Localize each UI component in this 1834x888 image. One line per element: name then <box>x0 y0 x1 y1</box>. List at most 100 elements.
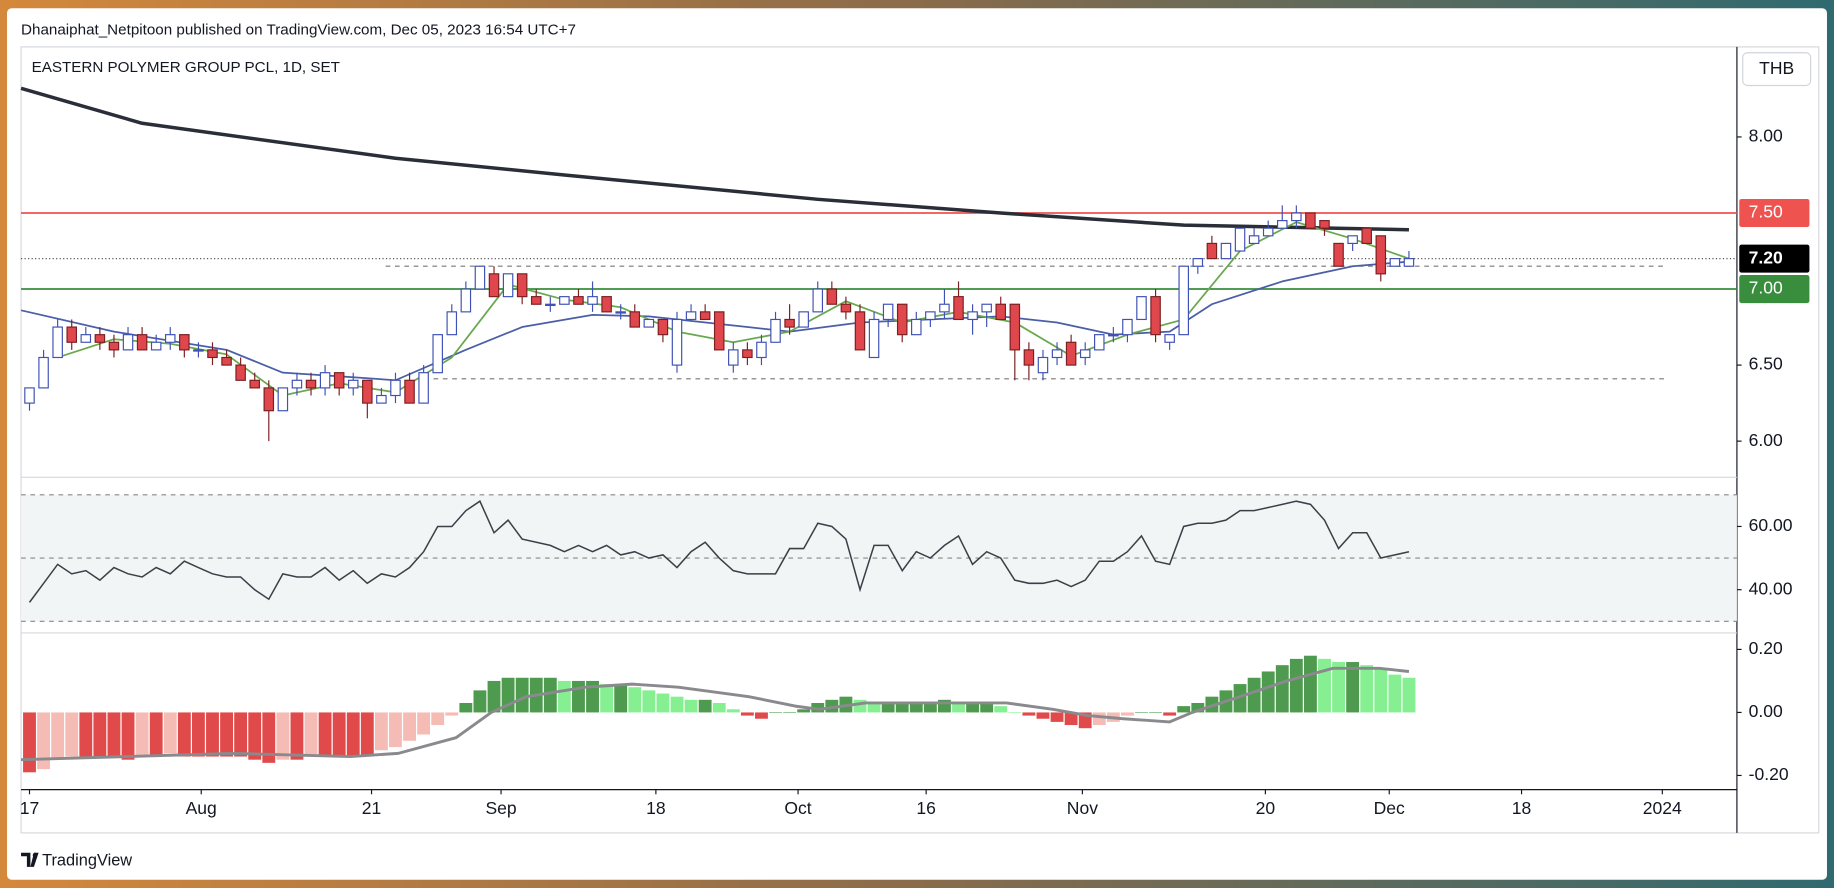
histogram-bar <box>712 702 726 713</box>
histogram-bar <box>79 712 93 757</box>
currency-label: THB <box>1759 58 1794 78</box>
candle-body <box>1389 258 1401 267</box>
histogram-bar <box>318 712 332 757</box>
x-tick-label: 17 <box>20 798 40 818</box>
candle-body <box>1248 235 1260 244</box>
candle-body <box>1375 235 1387 275</box>
candle-body <box>404 379 415 404</box>
histogram-bar <box>121 712 135 760</box>
x-tick-label: 16 <box>916 798 936 818</box>
candle-body <box>319 372 331 389</box>
histogram-bar <box>374 712 388 751</box>
histogram-bar <box>135 712 149 757</box>
y-tick-label: -0.20 <box>1749 764 1789 784</box>
histogram-bar <box>769 712 782 714</box>
candle-body <box>80 334 92 343</box>
y-tick-label: 0.20 <box>1749 638 1783 658</box>
histogram-bar <box>642 690 656 713</box>
candle-body <box>995 303 1007 321</box>
candle-body <box>418 372 429 404</box>
histogram-bar <box>431 712 445 726</box>
candle-body <box>1206 242 1218 260</box>
candle-body <box>713 311 725 351</box>
candle-body <box>1051 349 1063 359</box>
histogram-bar <box>670 696 684 713</box>
histogram-bar <box>248 712 262 760</box>
histogram-bar <box>1360 665 1374 713</box>
rsi-line <box>28 500 1410 603</box>
histogram-bar <box>586 680 599 713</box>
candle-body <box>122 334 134 351</box>
histogram-bar <box>163 712 177 754</box>
histogram-bar <box>994 706 1008 713</box>
candle-body <box>1079 349 1091 359</box>
histogram-bar <box>1092 712 1106 726</box>
candle-body <box>108 341 120 351</box>
histogram-bar <box>417 712 431 735</box>
level-price-label: 7.50 <box>1749 202 1783 222</box>
x-tick-label: 18 <box>1512 798 1532 818</box>
candle-body <box>193 349 204 352</box>
histogram-bar <box>698 699 712 713</box>
candle-body <box>1178 265 1189 336</box>
histogram-bar <box>1275 665 1289 713</box>
last-price-label: 7.20 <box>1749 247 1783 267</box>
candle-body <box>390 379 401 397</box>
candle-body <box>1319 220 1330 229</box>
candle-body <box>1108 334 1119 337</box>
histogram-bar <box>1374 668 1388 713</box>
candle-body <box>573 296 584 305</box>
histogram-bar <box>23 712 36 773</box>
candle-body <box>516 273 528 298</box>
brand-logo <box>21 852 39 867</box>
histogram-bar <box>65 712 79 757</box>
histogram-bar <box>1177 706 1191 713</box>
candle-body <box>94 334 106 343</box>
currency-button[interactable] <box>1742 52 1812 87</box>
histogram-bar <box>276 712 290 760</box>
histogram-bar <box>515 677 529 713</box>
histogram-bar <box>797 709 811 713</box>
candle-body <box>474 265 486 290</box>
candle-body <box>362 379 373 404</box>
candle-body <box>981 303 992 313</box>
x-tick-label: Oct <box>784 798 811 818</box>
histogram-bar <box>909 702 923 713</box>
candle-body <box>798 311 809 328</box>
candle-body <box>1291 212 1302 222</box>
candle-body <box>446 311 458 336</box>
histogram-bar <box>1050 712 1064 722</box>
candle-body <box>38 356 49 389</box>
x-tick-label: 21 <box>362 798 382 818</box>
x-tick-label: Nov <box>1067 798 1098 818</box>
candle-body <box>150 341 162 351</box>
histogram-bar <box>346 712 360 757</box>
candle-body <box>291 379 303 389</box>
candle-body <box>587 296 598 305</box>
candle-body <box>136 334 148 351</box>
candle-body <box>671 318 683 366</box>
histogram-bar <box>1303 655 1317 713</box>
histogram-bar <box>107 712 121 757</box>
symbol-title: EASTERN POLYMER GROUP PCL, 1D, SET <box>32 59 340 76</box>
card <box>7 8 1827 880</box>
pane: 60.00 40.00 <box>21 494 1793 622</box>
histogram-bar <box>262 712 276 763</box>
level-price-label: 7.00 <box>1749 278 1783 298</box>
overlay-line <box>20 86 1409 232</box>
histogram-bar <box>740 712 754 716</box>
candle-body <box>742 349 753 359</box>
candle-body <box>1037 356 1049 374</box>
histogram-bar <box>557 680 571 713</box>
candle-body <box>263 387 275 412</box>
y-tick-label: 6.00 <box>1749 430 1783 450</box>
histogram-bar <box>1064 712 1078 726</box>
candle-body <box>826 288 838 305</box>
candle-body <box>502 273 514 298</box>
histogram-bar <box>332 712 346 757</box>
histogram-bar <box>1388 674 1402 713</box>
candle-body <box>615 311 626 314</box>
histogram-bar <box>881 702 895 713</box>
candle-body <box>545 303 556 307</box>
histogram-bar <box>1318 658 1331 713</box>
